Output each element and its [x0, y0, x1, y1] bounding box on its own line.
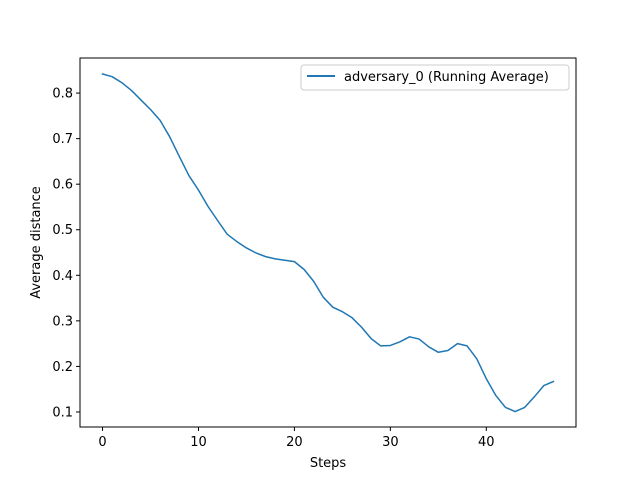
y-axis-ticks: 0.1 0.2 0.3 0.4 0.5 0.6 0.7 0.8	[52, 87, 80, 420]
y-tick-label: 0.6	[52, 178, 73, 193]
x-tick-label: 10	[190, 435, 207, 450]
x-tick-label: 0	[98, 435, 106, 450]
y-tick-label: 0.5	[52, 223, 73, 238]
legend-box	[300, 64, 570, 91]
y-tick-label: 0.7	[52, 132, 73, 147]
legend-label: adversary_0 (Running Average)	[344, 70, 549, 85]
y-axis-label: Average distance	[29, 186, 44, 299]
x-tick-label: 30	[382, 435, 399, 450]
x-tick-label: 40	[478, 435, 495, 450]
series-line-0	[101, 73, 555, 413]
plot-area	[101, 73, 555, 413]
y-tick-label: 0.2	[52, 360, 73, 375]
y-tick-label: 0.3	[52, 314, 73, 329]
y-tick-label: 0.1	[52, 405, 73, 420]
x-tick-label: 20	[286, 435, 303, 450]
x-axis-ticks: 0 10 20 30 40	[98, 427, 495, 450]
axes-frame	[79, 57, 577, 428]
y-tick-label: 0.4	[52, 269, 73, 284]
y-tick-label: 0.8	[52, 87, 73, 102]
x-axis-label: Steps	[310, 456, 347, 471]
legend: adversary_0 (Running Average)	[300, 64, 570, 91]
